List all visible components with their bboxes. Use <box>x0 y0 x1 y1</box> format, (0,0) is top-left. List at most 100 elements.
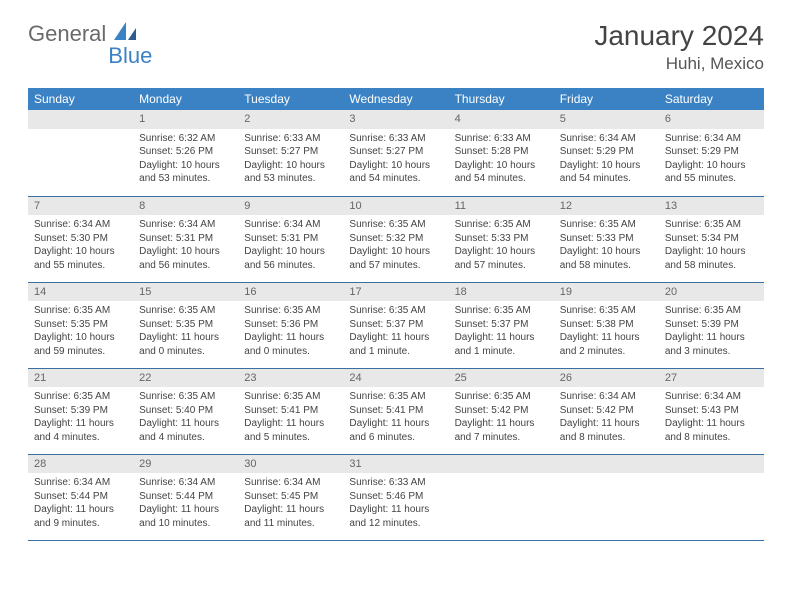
day-body: Sunrise: 6:32 AMSunset: 5:26 PMDaylight:… <box>133 129 238 192</box>
calendar-cell: 7Sunrise: 6:34 AMSunset: 5:30 PMDaylight… <box>28 196 133 282</box>
day-number: 9 <box>238 197 343 216</box>
day-body: Sunrise: 6:34 AMSunset: 5:44 PMDaylight:… <box>133 473 238 536</box>
calendar-cell: 6Sunrise: 6:34 AMSunset: 5:29 PMDaylight… <box>659 110 764 196</box>
calendar-cell: 12Sunrise: 6:35 AMSunset: 5:33 PMDayligh… <box>554 196 659 282</box>
day-body: Sunrise: 6:34 AMSunset: 5:45 PMDaylight:… <box>238 473 343 536</box>
calendar-cell-empty <box>554 454 659 540</box>
day-number: 23 <box>238 369 343 388</box>
calendar-cell: 13Sunrise: 6:35 AMSunset: 5:34 PMDayligh… <box>659 196 764 282</box>
calendar-cell: 5Sunrise: 6:34 AMSunset: 5:29 PMDaylight… <box>554 110 659 196</box>
logo: General Blue <box>28 20 152 69</box>
calendar-cell: 15Sunrise: 6:35 AMSunset: 5:35 PMDayligh… <box>133 282 238 368</box>
calendar-body: 1Sunrise: 6:32 AMSunset: 5:26 PMDaylight… <box>28 110 764 540</box>
day-number: 3 <box>343 110 448 129</box>
day-number: 13 <box>659 197 764 216</box>
calendar-cell: 20Sunrise: 6:35 AMSunset: 5:39 PMDayligh… <box>659 282 764 368</box>
weekday-header: Monday <box>133 88 238 110</box>
weekday-header: Thursday <box>449 88 554 110</box>
day-body: Sunrise: 6:34 AMSunset: 5:43 PMDaylight:… <box>659 387 764 450</box>
calendar-cell-empty <box>449 454 554 540</box>
calendar-cell: 29Sunrise: 6:34 AMSunset: 5:44 PMDayligh… <box>133 454 238 540</box>
weekday-header: Saturday <box>659 88 764 110</box>
weekday-header: Sunday <box>28 88 133 110</box>
calendar-cell: 31Sunrise: 6:33 AMSunset: 5:46 PMDayligh… <box>343 454 448 540</box>
calendar-cell: 17Sunrise: 6:35 AMSunset: 5:37 PMDayligh… <box>343 282 448 368</box>
day-number: 20 <box>659 283 764 302</box>
calendar-cell: 10Sunrise: 6:35 AMSunset: 5:32 PMDayligh… <box>343 196 448 282</box>
day-body: Sunrise: 6:35 AMSunset: 5:33 PMDaylight:… <box>554 215 659 278</box>
day-number: 1 <box>133 110 238 129</box>
day-body: Sunrise: 6:35 AMSunset: 5:37 PMDaylight:… <box>343 301 448 364</box>
day-number: 31 <box>343 455 448 474</box>
day-number: 19 <box>554 283 659 302</box>
day-body: Sunrise: 6:35 AMSunset: 5:41 PMDaylight:… <box>238 387 343 450</box>
day-body: Sunrise: 6:34 AMSunset: 5:30 PMDaylight:… <box>28 215 133 278</box>
day-body: Sunrise: 6:33 AMSunset: 5:27 PMDaylight:… <box>343 129 448 192</box>
calendar-cell: 24Sunrise: 6:35 AMSunset: 5:41 PMDayligh… <box>343 368 448 454</box>
day-number: 29 <box>133 455 238 474</box>
day-body: Sunrise: 6:35 AMSunset: 5:39 PMDaylight:… <box>659 301 764 364</box>
day-number: 27 <box>659 369 764 388</box>
day-body: Sunrise: 6:35 AMSunset: 5:32 PMDaylight:… <box>343 215 448 278</box>
day-body: Sunrise: 6:35 AMSunset: 5:38 PMDaylight:… <box>554 301 659 364</box>
day-number: 5 <box>554 110 659 129</box>
day-number: 10 <box>343 197 448 216</box>
day-body: Sunrise: 6:34 AMSunset: 5:31 PMDaylight:… <box>238 215 343 278</box>
day-body: Sunrise: 6:35 AMSunset: 5:35 PMDaylight:… <box>28 301 133 364</box>
day-number: 11 <box>449 197 554 216</box>
day-number: 15 <box>133 283 238 302</box>
weekday-header: Friday <box>554 88 659 110</box>
logo-text-blue: Blue <box>108 43 152 69</box>
calendar-row: 14Sunrise: 6:35 AMSunset: 5:35 PMDayligh… <box>28 282 764 368</box>
day-body: Sunrise: 6:34 AMSunset: 5:42 PMDaylight:… <box>554 387 659 450</box>
day-number: 14 <box>28 283 133 302</box>
day-number: 22 <box>133 369 238 388</box>
weekday-header: Wednesday <box>343 88 448 110</box>
calendar-cell: 14Sunrise: 6:35 AMSunset: 5:35 PMDayligh… <box>28 282 133 368</box>
day-body: Sunrise: 6:35 AMSunset: 5:36 PMDaylight:… <box>238 301 343 364</box>
calendar-row: 28Sunrise: 6:34 AMSunset: 5:44 PMDayligh… <box>28 454 764 540</box>
calendar-cell: 9Sunrise: 6:34 AMSunset: 5:31 PMDaylight… <box>238 196 343 282</box>
day-body: Sunrise: 6:34 AMSunset: 5:44 PMDaylight:… <box>28 473 133 536</box>
logo-text-general: General <box>28 21 106 47</box>
day-number: 7 <box>28 197 133 216</box>
day-body: Sunrise: 6:34 AMSunset: 5:31 PMDaylight:… <box>133 215 238 278</box>
day-body: Sunrise: 6:35 AMSunset: 5:35 PMDaylight:… <box>133 301 238 364</box>
location: Huhi, Mexico <box>594 54 764 74</box>
header: General Blue January 2024 Huhi, Mexico <box>28 20 764 74</box>
weekday-header-row: SundayMondayTuesdayWednesdayThursdayFrid… <box>28 88 764 110</box>
calendar-cell: 27Sunrise: 6:34 AMSunset: 5:43 PMDayligh… <box>659 368 764 454</box>
calendar-cell: 28Sunrise: 6:34 AMSunset: 5:44 PMDayligh… <box>28 454 133 540</box>
calendar-cell: 26Sunrise: 6:34 AMSunset: 5:42 PMDayligh… <box>554 368 659 454</box>
day-number: 8 <box>133 197 238 216</box>
day-body: Sunrise: 6:33 AMSunset: 5:28 PMDaylight:… <box>449 129 554 192</box>
calendar-cell: 23Sunrise: 6:35 AMSunset: 5:41 PMDayligh… <box>238 368 343 454</box>
calendar-cell: 2Sunrise: 6:33 AMSunset: 5:27 PMDaylight… <box>238 110 343 196</box>
day-body: Sunrise: 6:35 AMSunset: 5:34 PMDaylight:… <box>659 215 764 278</box>
calendar-cell: 25Sunrise: 6:35 AMSunset: 5:42 PMDayligh… <box>449 368 554 454</box>
calendar-cell: 22Sunrise: 6:35 AMSunset: 5:40 PMDayligh… <box>133 368 238 454</box>
calendar-row: 1Sunrise: 6:32 AMSunset: 5:26 PMDaylight… <box>28 110 764 196</box>
day-body: Sunrise: 6:35 AMSunset: 5:41 PMDaylight:… <box>343 387 448 450</box>
day-number: 16 <box>238 283 343 302</box>
day-number: 21 <box>28 369 133 388</box>
calendar-cell: 1Sunrise: 6:32 AMSunset: 5:26 PMDaylight… <box>133 110 238 196</box>
day-body: Sunrise: 6:34 AMSunset: 5:29 PMDaylight:… <box>554 129 659 192</box>
day-body: Sunrise: 6:33 AMSunset: 5:46 PMDaylight:… <box>343 473 448 536</box>
day-body: Sunrise: 6:35 AMSunset: 5:40 PMDaylight:… <box>133 387 238 450</box>
day-body: Sunrise: 6:35 AMSunset: 5:37 PMDaylight:… <box>449 301 554 364</box>
calendar-cell: 3Sunrise: 6:33 AMSunset: 5:27 PMDaylight… <box>343 110 448 196</box>
day-number: 18 <box>449 283 554 302</box>
day-body: Sunrise: 6:35 AMSunset: 5:39 PMDaylight:… <box>28 387 133 450</box>
calendar-cell: 30Sunrise: 6:34 AMSunset: 5:45 PMDayligh… <box>238 454 343 540</box>
day-body: Sunrise: 6:35 AMSunset: 5:42 PMDaylight:… <box>449 387 554 450</box>
calendar-cell: 16Sunrise: 6:35 AMSunset: 5:36 PMDayligh… <box>238 282 343 368</box>
weekday-header: Tuesday <box>238 88 343 110</box>
title-block: January 2024 Huhi, Mexico <box>594 20 764 74</box>
calendar-cell-empty <box>28 110 133 196</box>
day-number: 26 <box>554 369 659 388</box>
calendar-cell: 19Sunrise: 6:35 AMSunset: 5:38 PMDayligh… <box>554 282 659 368</box>
day-body: Sunrise: 6:34 AMSunset: 5:29 PMDaylight:… <box>659 129 764 192</box>
day-number: 28 <box>28 455 133 474</box>
calendar-row: 21Sunrise: 6:35 AMSunset: 5:39 PMDayligh… <box>28 368 764 454</box>
